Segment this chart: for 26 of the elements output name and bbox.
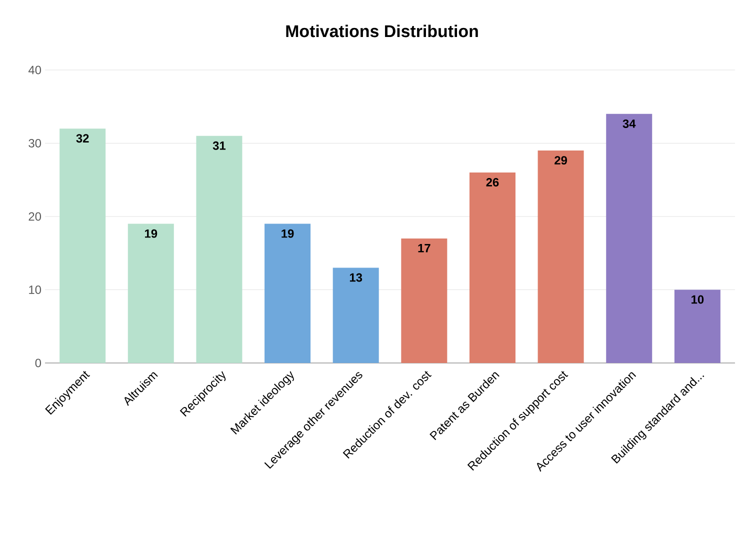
data-label: 17 <box>418 244 430 252</box>
y-tick-label: 10 <box>29 286 42 294</box>
chart-title: Motivations Distribution <box>286 24 478 38</box>
data-label: 32 <box>76 134 89 143</box>
data-label: 31 <box>212 141 226 150</box>
bar <box>469 172 516 363</box>
bar <box>264 224 311 363</box>
bar <box>196 136 242 363</box>
bar <box>538 150 584 363</box>
data-label: 29 <box>554 156 568 165</box>
data-label: 26 <box>486 178 499 187</box>
y-tick-label: 20 <box>28 212 42 221</box>
bar <box>332 268 379 363</box>
data-label: 19 <box>145 229 158 238</box>
bar <box>606 114 652 363</box>
data-label: 19 <box>282 229 294 238</box>
y-tick-label: 30 <box>28 139 42 148</box>
data-label: 13 <box>350 273 362 282</box>
data-label: 34 <box>622 119 636 128</box>
y-tick-label: 40 <box>28 66 42 74</box>
bar <box>401 238 448 363</box>
y-tick-label: 0 <box>35 358 42 368</box>
bar <box>674 290 720 363</box>
bar <box>128 224 174 363</box>
bar <box>60 128 106 363</box>
data-label: 10 <box>692 295 704 304</box>
